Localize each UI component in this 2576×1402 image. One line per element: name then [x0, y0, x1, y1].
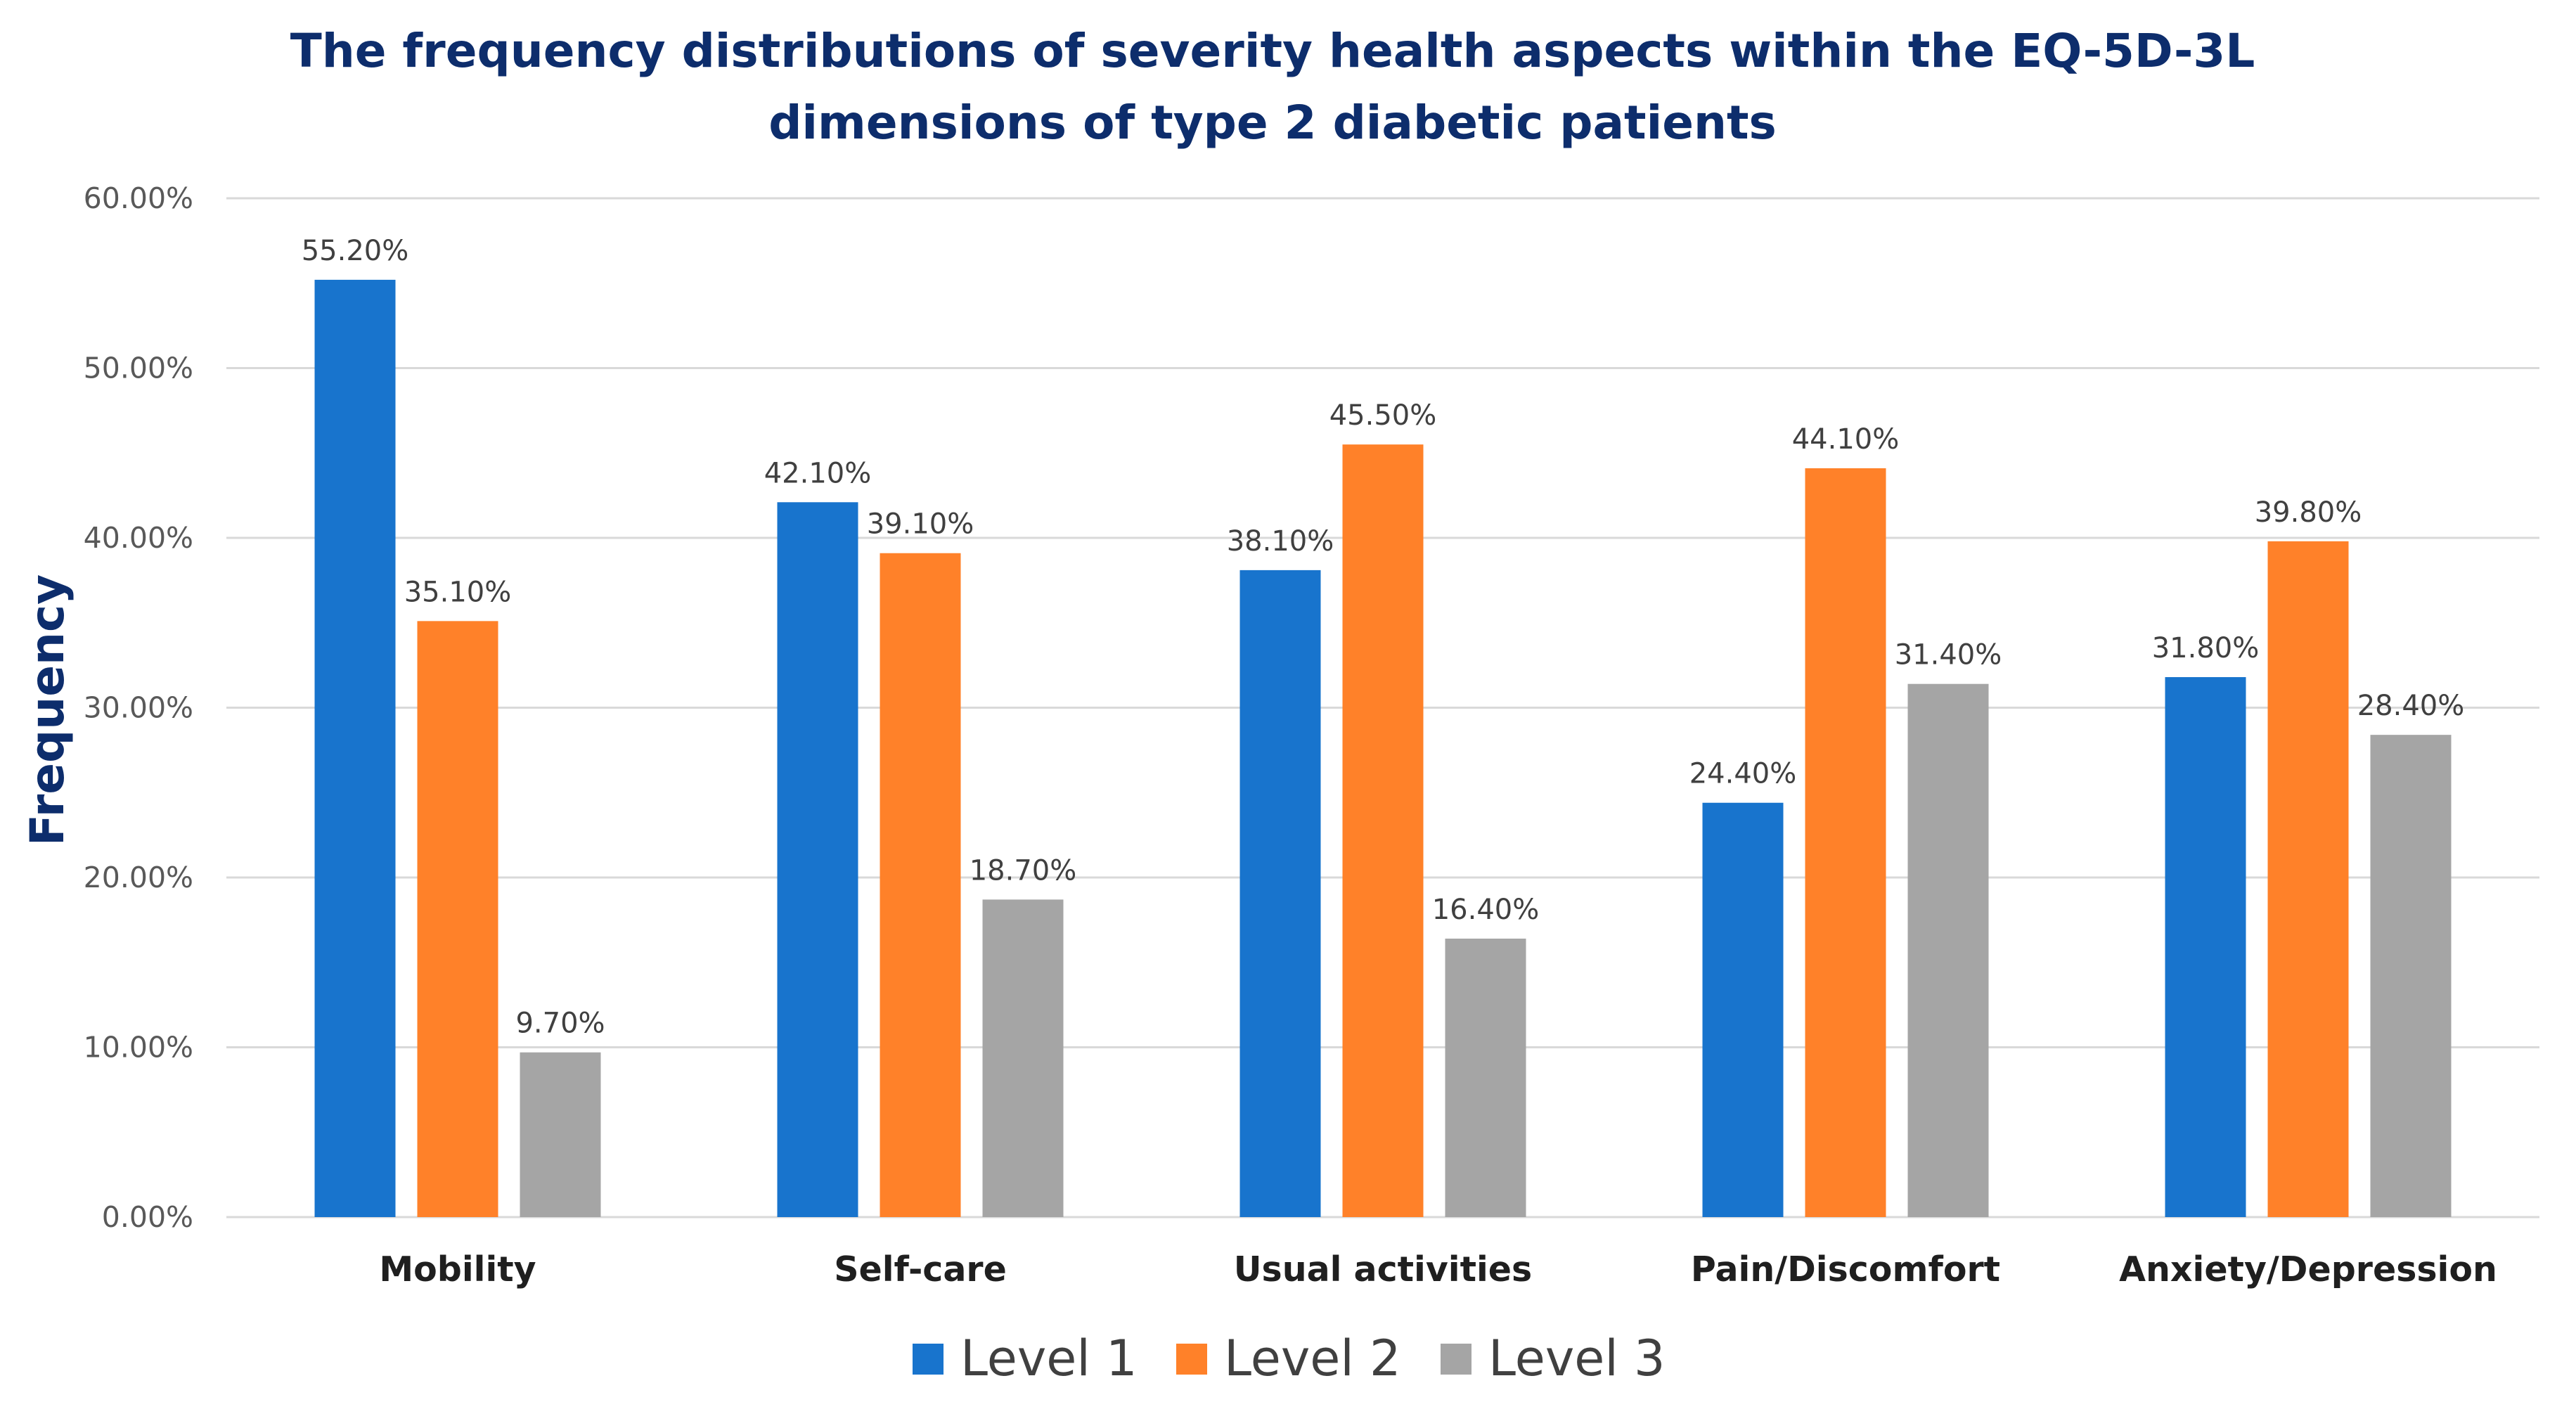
bar [1445, 938, 1526, 1217]
bar [880, 553, 961, 1217]
data-label: 44.10% [1792, 423, 1900, 456]
x-category-label: Mobility [379, 1249, 536, 1290]
bar [520, 1052, 601, 1217]
bar [982, 899, 1064, 1217]
legend-label: Level 3 [1488, 1330, 1666, 1387]
x-category-label: Self-care [834, 1249, 1007, 1290]
bar [417, 621, 498, 1217]
chart-title-line-2: dimensions of type 2 diabetic patients [768, 96, 1777, 150]
bar [1907, 683, 1989, 1217]
x-axis-categories: Mobility Self-care Usual activities Pain/Di… [379, 1249, 2497, 1290]
data-label: 31.40% [1895, 639, 2002, 671]
legend-swatch [1176, 1344, 1207, 1375]
y-tick-label: 0.00% [102, 1200, 193, 1234]
legend-label: Level 1 [960, 1330, 1138, 1387]
data-label: 39.10% [867, 508, 974, 541]
legend-swatch [1441, 1344, 1471, 1375]
legend-swatch [913, 1344, 944, 1375]
bar [1239, 570, 1321, 1217]
y-tick-label: 20.00% [84, 861, 193, 894]
data-labels: 55.20% 35.10% 9.70% 42.10% 39.10% 18.70% 38.10… [302, 235, 2465, 1040]
bar [2267, 541, 2349, 1217]
y-axis-label: Frequency [20, 574, 75, 846]
legend: Level 1 Level 2 Level 3 [913, 1330, 1666, 1387]
data-label: 18.70% [970, 854, 1077, 887]
data-label: 42.10% [764, 457, 872, 489]
data-label: 9.70% [515, 1008, 605, 1040]
data-label: 24.40% [1689, 758, 1797, 790]
chart-title-line-1: The frequency distributions of severity … [290, 24, 2255, 78]
data-label: 39.80% [2255, 496, 2362, 529]
data-label: 45.50% [1329, 399, 1437, 432]
bars [314, 279, 2452, 1217]
legend-label: Level 2 [1224, 1330, 1401, 1387]
x-category-label: Usual activities [1234, 1249, 1532, 1290]
bar [314, 279, 396, 1217]
y-tick-label: 50.00% [84, 352, 193, 385]
data-label: 55.20% [302, 235, 409, 267]
bar [2165, 677, 2246, 1217]
data-label: 28.40% [2357, 690, 2465, 722]
bar [2370, 735, 2452, 1217]
bar [1342, 444, 1424, 1217]
bar [1805, 468, 1886, 1217]
y-axis-ticks: 0.00% 10.00% 20.00% 30.00% 40.00% 50.00% 60.00… [84, 181, 193, 1234]
data-label: 38.10% [1227, 525, 1334, 558]
y-tick-label: 60.00% [84, 181, 193, 215]
x-category-label: Pain/Discomfort [1691, 1249, 2000, 1290]
data-label: 35.10% [404, 576, 512, 608]
x-category-label: Anxiety/Depression [2119, 1249, 2497, 1290]
data-label: 16.40% [1432, 894, 1540, 926]
y-tick-label: 30.00% [84, 691, 193, 725]
data-label: 31.80% [2152, 632, 2260, 664]
y-tick-label: 10.00% [84, 1031, 193, 1065]
y-tick-label: 40.00% [84, 521, 193, 555]
bar [777, 502, 858, 1217]
bar [1702, 802, 1784, 1217]
